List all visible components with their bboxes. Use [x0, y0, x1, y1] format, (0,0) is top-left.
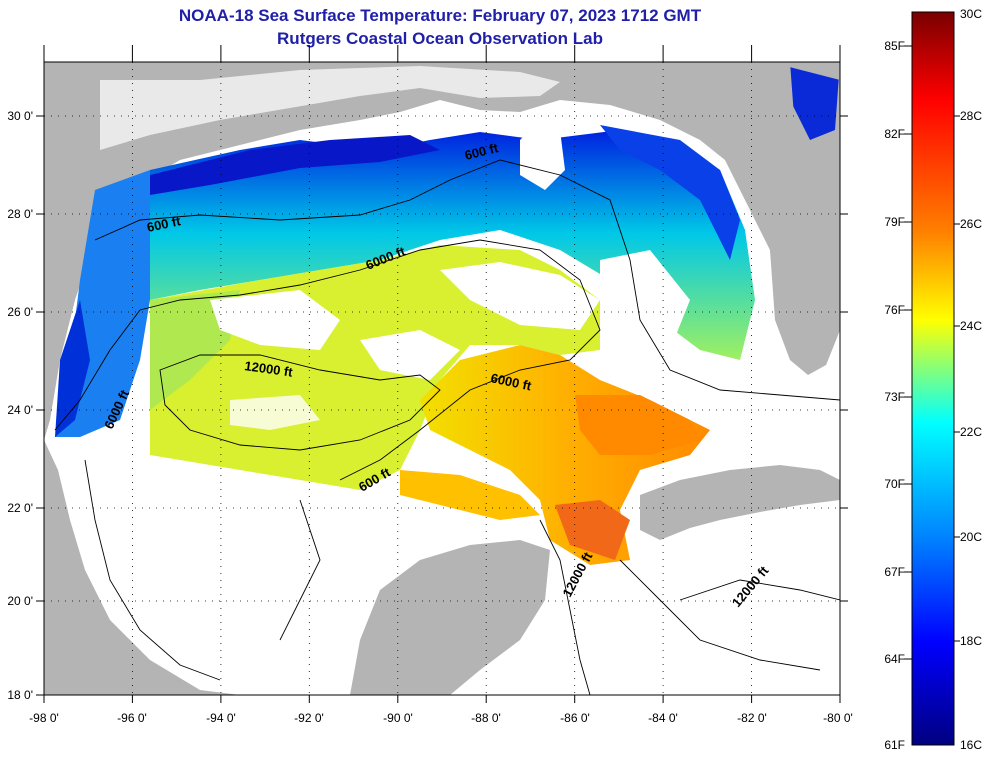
map-subtitle: Rutgers Coastal Ocean Observation Lab [277, 29, 603, 48]
cloud-cover [210, 290, 340, 350]
colorbar-c-label: 30C [960, 7, 982, 21]
contour-label: 12000 ft [244, 358, 295, 380]
colorbar-f-label: 70F [884, 477, 905, 491]
colorbar-c-label: 20C [960, 530, 982, 544]
graticule [44, 62, 840, 695]
lon-tick-label: -86 0' [560, 711, 590, 725]
bathymetry-contours [54, 159, 840, 695]
colorbar-c-label: 18C [960, 634, 982, 648]
lon-tick-label: -90 0' [383, 711, 413, 725]
colorbar-c-label: 26C [960, 217, 982, 231]
colorbar-f-label: 76F [884, 303, 905, 317]
colorbar-f-label: 67F [884, 565, 905, 579]
lon-tick-label: -82 0' [737, 711, 767, 725]
cuba-land [640, 465, 840, 540]
colorbar-f-label: 85F [884, 39, 905, 53]
yucatan-land [350, 540, 550, 695]
colorbar-f-label: 64F [884, 652, 905, 666]
lat-tick-label: 24 0' [7, 403, 33, 417]
colorbar-c-label: 24C [960, 319, 982, 333]
colorbar-c-label: 16C [960, 738, 982, 752]
lat-tick-label: 28 0' [7, 207, 33, 221]
colorbar-f-label: 61F [884, 738, 905, 752]
contour-label: 600 ft [146, 213, 183, 235]
lon-tick-label: -96 0' [117, 711, 147, 725]
cool-water-north [150, 130, 755, 360]
lon-tick-label: -88 0' [471, 711, 501, 725]
lon-tick-label: -80 0' [823, 711, 853, 725]
lon-tick-label: -94 0' [206, 711, 236, 725]
colorbar-f-label: 79F [884, 215, 905, 229]
mexico-land [44, 440, 240, 695]
colorbar-c-label: 22C [960, 425, 982, 439]
lon-tick-label: -84 0' [648, 711, 678, 725]
colorbar-f-label: 82F [884, 127, 905, 141]
lon-tick-label: -98 0' [29, 711, 59, 725]
frame-ticks [36, 45, 848, 703]
lat-tick-label: 22 0' [7, 501, 33, 515]
lat-tick-label: 18 0' [7, 688, 33, 702]
lat-tick-label: 20 0' [7, 594, 33, 608]
colorbar-f-label: 73F [884, 390, 905, 404]
lat-tick-label: 26 0' [7, 305, 33, 319]
colorbar-c-label: 28C [960, 109, 982, 123]
map-title: NOAA-18 Sea Surface Temperature: Februar… [178, 6, 702, 25]
colorbar [911, 11, 955, 746]
lon-tick-label: -92 0' [294, 711, 324, 725]
lat-tick-label: 30 0' [7, 109, 33, 123]
